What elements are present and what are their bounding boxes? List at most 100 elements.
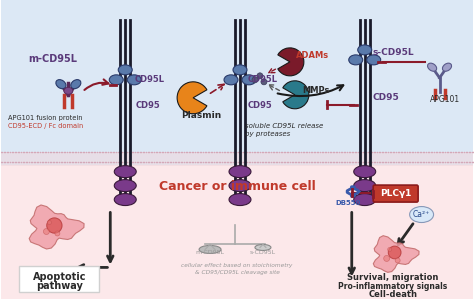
Point — [348, 149, 356, 154]
Ellipse shape — [64, 87, 73, 94]
Point — [177, 149, 185, 154]
Point — [202, 149, 210, 154]
Point — [386, 159, 393, 164]
Point — [58, 159, 66, 164]
Point — [156, 159, 164, 164]
Ellipse shape — [354, 166, 376, 178]
Point — [36, 159, 44, 164]
Point — [263, 159, 270, 164]
Point — [351, 159, 359, 164]
Point — [451, 149, 458, 154]
Point — [307, 159, 314, 164]
Point — [375, 159, 383, 164]
Point — [128, 159, 136, 164]
Point — [427, 149, 435, 154]
Point — [134, 159, 142, 164]
Point — [237, 149, 245, 154]
Point — [425, 159, 433, 164]
Point — [277, 149, 284, 154]
Point — [47, 149, 55, 154]
Point — [185, 159, 192, 164]
Point — [35, 159, 42, 164]
Point — [330, 149, 338, 154]
Point — [424, 149, 431, 154]
Point — [210, 159, 218, 164]
Point — [329, 149, 337, 154]
Point — [433, 149, 441, 154]
Text: PLCγ1: PLCγ1 — [380, 189, 411, 198]
Point — [57, 149, 64, 154]
Point — [1, 159, 9, 164]
Point — [5, 159, 12, 164]
Point — [236, 149, 243, 154]
Point — [380, 149, 387, 154]
Point — [337, 159, 345, 164]
Point — [156, 149, 164, 154]
Point — [6, 159, 14, 164]
Point — [460, 159, 468, 164]
Point — [231, 149, 238, 154]
Point — [456, 149, 463, 154]
Ellipse shape — [354, 180, 376, 192]
Point — [447, 149, 455, 154]
Text: DB550: DB550 — [335, 200, 360, 206]
Point — [288, 159, 295, 164]
Point — [8, 149, 15, 154]
Point — [392, 159, 400, 164]
Point — [163, 159, 170, 164]
Point — [101, 149, 109, 154]
Point — [459, 159, 466, 164]
Point — [251, 149, 259, 154]
Text: CD95-ECD / Fc domain: CD95-ECD / Fc domain — [9, 123, 84, 129]
Point — [228, 149, 235, 154]
Point — [47, 159, 55, 164]
Point — [428, 149, 436, 154]
Point — [182, 159, 190, 164]
Ellipse shape — [410, 207, 434, 223]
Point — [0, 149, 4, 154]
Point — [169, 159, 177, 164]
Point — [127, 149, 134, 154]
Point — [422, 159, 430, 164]
Point — [328, 159, 335, 164]
Wedge shape — [283, 81, 309, 109]
Text: Pro-inflammatory signals: Pro-inflammatory signals — [338, 282, 447, 291]
Point — [443, 159, 450, 164]
Point — [188, 149, 196, 154]
Text: MMPs: MMPs — [302, 86, 329, 95]
Point — [110, 159, 118, 164]
Point — [95, 149, 102, 154]
Point — [359, 149, 366, 154]
Point — [108, 149, 115, 154]
Point — [291, 159, 299, 164]
Point — [201, 149, 209, 154]
Point — [364, 159, 371, 164]
Point — [175, 159, 183, 164]
Point — [54, 149, 61, 154]
Point — [234, 159, 242, 164]
Point — [244, 149, 251, 154]
Point — [174, 149, 182, 154]
Point — [246, 159, 254, 164]
Point — [296, 149, 303, 154]
Point — [168, 159, 175, 164]
Point — [89, 159, 96, 164]
Point — [446, 159, 454, 164]
Point — [146, 149, 153, 154]
Point — [180, 149, 188, 154]
Point — [179, 149, 186, 154]
Point — [419, 149, 427, 154]
Point — [190, 159, 197, 164]
Point — [202, 159, 210, 164]
Point — [226, 159, 234, 164]
Ellipse shape — [428, 63, 437, 71]
Point — [70, 149, 77, 154]
Point — [153, 149, 161, 154]
Point — [209, 159, 216, 164]
Point — [399, 159, 406, 164]
Point — [288, 149, 295, 154]
Point — [435, 149, 442, 154]
Point — [313, 149, 321, 154]
Point — [226, 149, 234, 154]
Point — [51, 149, 58, 154]
